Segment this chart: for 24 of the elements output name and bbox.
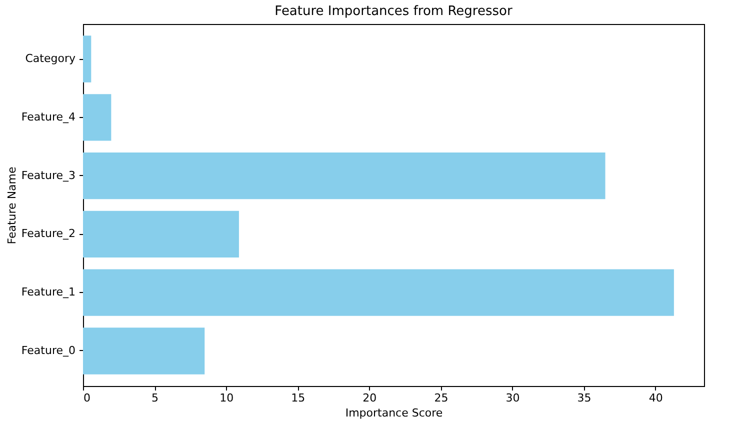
x-tick-label: 20 [362, 392, 377, 404]
x-tick-label: 40 [648, 392, 663, 404]
y-tick-label: Feature_3 [21, 168, 76, 182]
y-axis-title: Feature Name [5, 166, 18, 244]
bar [83, 269, 674, 316]
x-tick-label: 30 [506, 392, 520, 404]
y-tick-label: Feature_2 [21, 227, 76, 240]
x-tick-label: 25 [434, 392, 448, 404]
x-tick-label: 35 [577, 392, 592, 404]
bar [83, 328, 205, 374]
bar [83, 94, 112, 141]
y-tick-label: Feature_1 [21, 286, 76, 299]
bar [83, 36, 92, 82]
x-tick-label: 5 [152, 392, 159, 404]
bar [83, 152, 606, 200]
bar [83, 210, 239, 258]
y-tick-label: Feature_0 [21, 344, 76, 357]
chart-title: Feature Importances from Regressor [274, 4, 513, 19]
x-tick-label: 10 [220, 392, 234, 404]
y-tick-label: Feature_4 [21, 110, 76, 124]
x-tick-label: 15 [291, 392, 306, 404]
x-tick-label: 0 [84, 392, 90, 404]
x-axis-title: Importance Score [345, 406, 443, 420]
y-tick-label: Category [25, 52, 76, 66]
